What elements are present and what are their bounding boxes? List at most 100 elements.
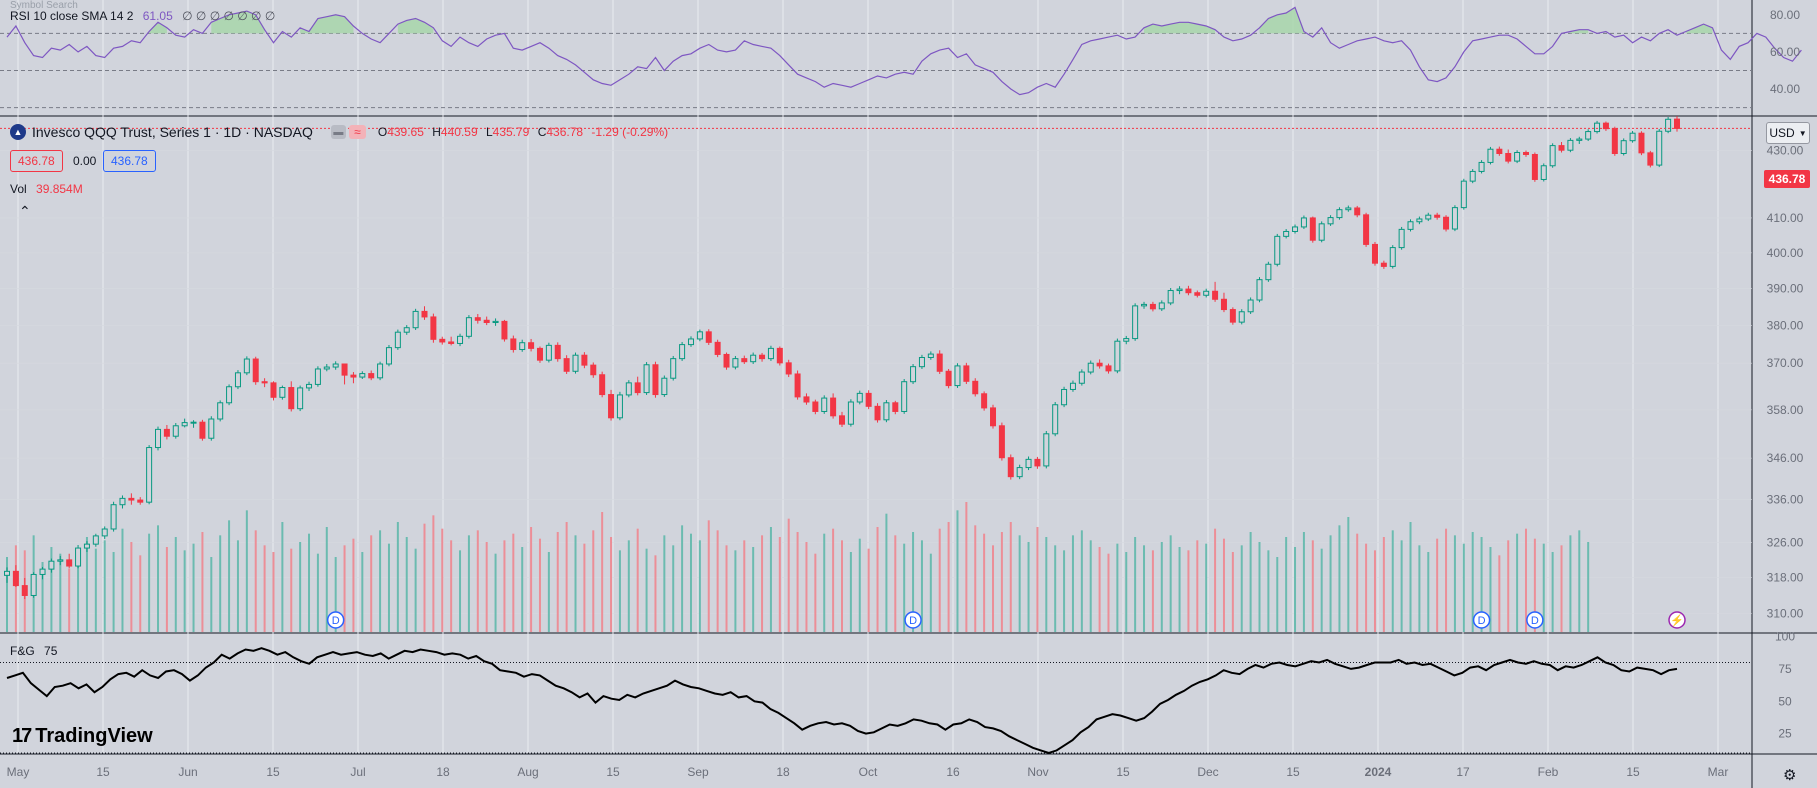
volume-bar — [876, 527, 879, 632]
volume-bar — [512, 533, 515, 632]
volume-bar — [787, 518, 790, 632]
candle-up — [217, 402, 224, 420]
symbol-title[interactable]: Invesco QQQ Trust, Series 1 · 1D · NASDA… — [32, 124, 313, 140]
volume-bar — [1045, 537, 1048, 632]
candle-down — [936, 353, 943, 372]
candle-down — [998, 425, 1005, 459]
dividend-marker[interactable] — [904, 611, 922, 629]
price-tick-label: 358.00 — [1767, 403, 1804, 417]
candle-up — [1451, 207, 1458, 230]
candle-down — [990, 407, 997, 427]
volume-bar — [1329, 535, 1332, 632]
volume-bar — [1080, 530, 1083, 632]
volume-bar — [201, 532, 204, 632]
volume-bar — [912, 532, 915, 632]
volume-bar — [1373, 550, 1376, 632]
volume-bar — [592, 530, 595, 632]
candle-up — [1478, 161, 1485, 172]
dividend-marker[interactable] — [1526, 611, 1544, 629]
time-axis: May 15 Jun 15 Jul 18 Aug 15 Sep 18 Oct 16 Nov 15 Dec 15… — [7, 765, 1729, 779]
candle-down — [785, 362, 792, 375]
candle-down — [12, 570, 19, 587]
volume-bar — [503, 540, 506, 632]
volume-bar — [494, 553, 497, 632]
volume-bar — [1134, 537, 1137, 632]
candle-down — [776, 347, 783, 364]
time-axis-label: 15 — [1286, 765, 1300, 779]
buy-price-button[interactable]: 436.78 — [103, 150, 156, 172]
volume-bar — [1542, 543, 1545, 632]
volume-bar — [1400, 540, 1403, 632]
main-legend[interactable]: ▲ Invesco QQQ Trust, Series 1 · 1D · NAS… — [10, 124, 668, 140]
volume-bar — [1587, 542, 1590, 632]
volume-legend[interactable]: Vol 39.854M — [10, 182, 83, 196]
collapse-chevron-up-icon[interactable]: ⌃ — [19, 203, 31, 219]
candle-down — [1354, 207, 1361, 216]
earnings-event-marker[interactable] — [1668, 611, 1686, 629]
candle-up — [1265, 263, 1272, 281]
volume-bar — [1391, 530, 1394, 632]
candle-up — [1167, 290, 1174, 304]
volume-bar — [459, 550, 462, 632]
volume-bar — [654, 555, 657, 632]
candle-up — [901, 381, 908, 412]
candle-up — [306, 383, 313, 389]
volume-bar — [130, 542, 133, 632]
candle-up — [1469, 170, 1476, 182]
fg-line — [6, 647, 1678, 755]
volume-bar — [1516, 533, 1519, 632]
volume-bar — [1338, 525, 1341, 632]
tradingview-logo[interactable]: 17 TradingView — [12, 725, 153, 748]
volume-bar — [361, 552, 364, 632]
price-candles: D D D D ⚡ — [0, 116, 1752, 629]
dividend-marker[interactable] — [326, 611, 345, 629]
candle-up — [696, 331, 703, 340]
candle-down — [350, 374, 357, 378]
volume-bar — [59, 553, 62, 632]
candle-up — [1292, 226, 1299, 232]
candle-up — [119, 497, 126, 506]
fg-legend[interactable]: F&G 75 — [10, 644, 57, 658]
sell-price-button[interactable]: 436.78 — [10, 150, 63, 172]
rsi-tick-label: 60.00 — [1770, 45, 1800, 59]
candle-down — [1363, 214, 1370, 245]
candle-up — [856, 392, 863, 403]
candle-down — [981, 393, 988, 409]
dividend-marker-label: D — [1478, 615, 1486, 627]
candle-up — [323, 366, 330, 370]
legend-wave-toggle[interactable]: ≈ — [348, 125, 366, 139]
candle-up — [1052, 404, 1059, 435]
volume-bar — [1214, 528, 1217, 632]
price-tick-label: 390.00 — [1767, 282, 1804, 296]
candle-up — [1549, 145, 1556, 167]
volume-bar — [121, 528, 124, 632]
dividend-marker[interactable] — [1472, 611, 1491, 629]
legend-eye-toggle[interactable]: ▬ — [330, 125, 346, 139]
volume-bar — [965, 502, 968, 632]
rsi-legend[interactable]: RSI 10 close SMA 14 2 61.05 ∅ ∅ ∅ ∅ ∅ ∅ … — [10, 9, 275, 23]
time-axis-label: 18 — [436, 765, 450, 779]
candle-down — [759, 354, 766, 360]
candle-down — [963, 365, 970, 382]
candle-up — [1078, 371, 1085, 384]
volume-bar — [974, 525, 977, 632]
currency-select[interactable]: USD ▼ — [1766, 122, 1810, 144]
volume-bar — [325, 527, 328, 632]
candle-up — [1629, 132, 1636, 142]
candle-up — [847, 401, 854, 425]
last-price-tag: 436.78 — [1764, 170, 1810, 188]
volume-bar — [1009, 522, 1012, 632]
candle-down — [1212, 290, 1219, 300]
candle-down — [803, 396, 810, 403]
settings-gear-icon[interactable]: ⚙ — [1783, 767, 1797, 784]
candle-down — [608, 394, 615, 419]
symbol-search-label[interactable]: Symbol Search — [10, 0, 78, 11]
candle-up — [48, 560, 55, 570]
candle-up — [883, 402, 890, 421]
candle-down — [1007, 457, 1014, 478]
time-axis-label: 2024 — [1365, 765, 1392, 779]
volume-bar — [1267, 550, 1270, 632]
volume-bar — [565, 522, 568, 632]
volume-bar — [1107, 553, 1110, 632]
